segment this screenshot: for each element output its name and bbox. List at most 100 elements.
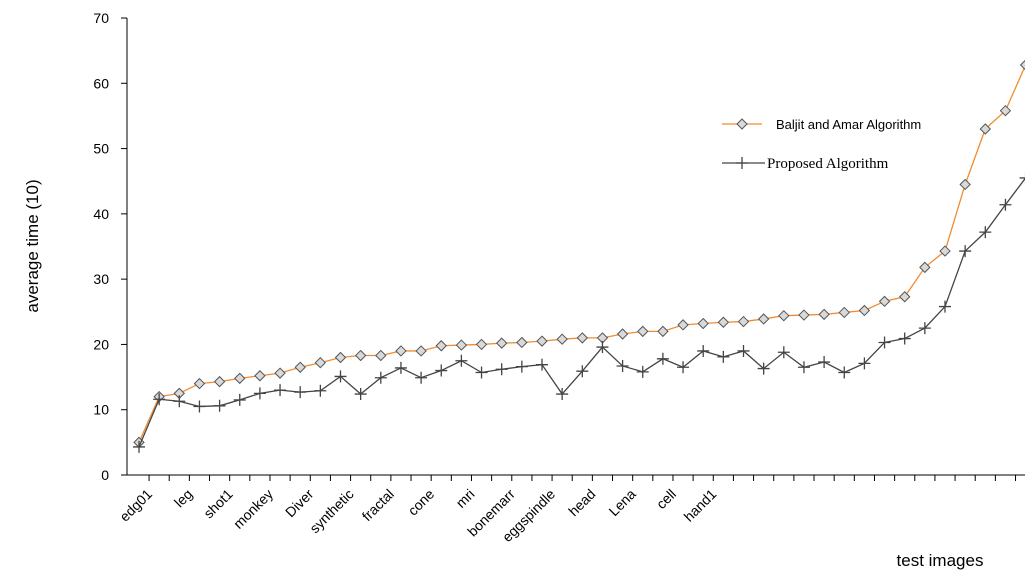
data-point-plus	[1019, 171, 1025, 184]
data-point-plus	[979, 226, 992, 239]
data-point-diamond	[838, 306, 850, 319]
data-point-plus	[959, 245, 972, 258]
legend-label-baljit: Baljit and Amar Algorithm	[776, 117, 921, 132]
data-point-plus	[556, 388, 569, 401]
x-tick-label: edg01	[116, 486, 155, 525]
data-point-diamond	[415, 345, 427, 357]
data-point-plus	[415, 371, 428, 384]
data-point-diamond	[999, 104, 1012, 117]
data-point-plus	[616, 359, 629, 372]
x-tick-label: hand1	[681, 486, 720, 525]
data-point-diamond	[798, 309, 810, 321]
data-point-diamond	[254, 370, 266, 382]
x-tick-label: Diver	[282, 486, 317, 521]
data-point-diamond	[213, 375, 226, 388]
data-point-diamond	[274, 367, 286, 379]
data-point-plus	[797, 361, 810, 374]
data-point-plus	[314, 384, 327, 397]
series-layer	[133, 59, 1025, 453]
data-point-plus	[858, 357, 871, 370]
data-point-plus	[515, 360, 528, 373]
x-tick-label: cone	[405, 486, 438, 519]
data-point-plus	[717, 350, 730, 363]
data-point-diamond	[576, 332, 589, 344]
data-point-plus	[656, 352, 669, 365]
data-point-plus	[354, 388, 367, 401]
data-point-plus	[777, 346, 790, 359]
legend-marker-proposed	[736, 157, 748, 169]
data-point-diamond	[657, 325, 669, 338]
data-point-diamond	[395, 345, 407, 357]
data-point-diamond	[919, 261, 931, 274]
y-tick-label: 50	[93, 141, 109, 157]
y-tick-label: 20	[93, 336, 109, 352]
data-point-diamond	[717, 316, 730, 328]
x-tick-label: shot1	[200, 486, 236, 522]
data-point-diamond	[677, 319, 689, 331]
data-point-plus	[274, 384, 287, 397]
data-point-diamond	[697, 317, 709, 330]
data-point-diamond	[314, 357, 327, 369]
data-point-diamond	[375, 349, 387, 362]
y-tick-label: 0	[101, 467, 109, 483]
legend-marker-baljit	[736, 118, 748, 130]
data-point-plus	[153, 393, 166, 406]
legend-label-proposed: Proposed Algorithm	[767, 156, 889, 172]
data-point-diamond	[495, 337, 508, 349]
data-point-diamond	[475, 338, 488, 351]
y-ticks: 0 10 20 30 40 50 60 70	[93, 10, 127, 483]
x-tick-label: mri	[453, 486, 478, 511]
data-point-plus	[999, 198, 1012, 211]
data-point-diamond	[959, 178, 971, 191]
data-point-plus	[133, 440, 145, 453]
x-tick-label: cell	[653, 486, 679, 512]
data-point-diamond	[757, 313, 770, 325]
data-point-plus	[213, 399, 226, 412]
data-point-diamond	[818, 308, 830, 321]
data-point-diamond	[1019, 59, 1025, 71]
y-tick-label: 40	[93, 206, 109, 222]
legend: Baljit and Amar Algorithm Proposed Algor…	[722, 117, 921, 172]
data-point-plus	[636, 365, 649, 378]
data-point-diamond	[616, 328, 629, 340]
y-axis-title: average time (10)	[23, 179, 42, 312]
x-tick-label: fractal	[359, 486, 397, 524]
x-tick-label: monkey	[230, 486, 276, 532]
data-point-diamond	[979, 123, 992, 135]
data-point-plus	[495, 363, 508, 376]
data-point-diamond	[455, 339, 468, 351]
data-point-plus	[233, 393, 246, 406]
x-tick-label: Lena	[605, 486, 638, 519]
data-point-plus	[818, 356, 831, 369]
series-line	[138, 177, 1025, 448]
data-point-plus	[737, 344, 750, 357]
data-point-plus	[838, 366, 851, 379]
data-point-plus	[193, 400, 206, 413]
x-tick-label: leg	[171, 486, 196, 511]
data-point-plus	[918, 322, 931, 335]
data-point-diamond	[354, 349, 367, 362]
data-point-plus	[294, 386, 307, 399]
data-point-diamond	[858, 304, 871, 317]
legend-diamond-marker	[736, 118, 748, 130]
data-point-plus	[455, 354, 468, 367]
data-point-diamond	[435, 340, 447, 352]
series-baljit	[133, 59, 1025, 449]
data-point-plus	[394, 361, 407, 374]
data-point-diamond	[939, 245, 951, 257]
data-point-diamond	[234, 372, 246, 385]
data-point-diamond	[294, 361, 306, 373]
y-tick-label: 70	[93, 10, 109, 26]
data-point-plus	[374, 371, 387, 384]
data-point-diamond	[878, 295, 891, 308]
data-point-plus	[173, 395, 186, 408]
data-point-plus	[536, 358, 548, 371]
data-point-diamond	[193, 377, 206, 390]
data-point-diamond	[516, 336, 528, 349]
data-point-diamond	[556, 333, 568, 345]
data-point-plus	[939, 300, 951, 313]
data-point-diamond	[898, 291, 911, 303]
data-point-diamond	[778, 309, 790, 322]
